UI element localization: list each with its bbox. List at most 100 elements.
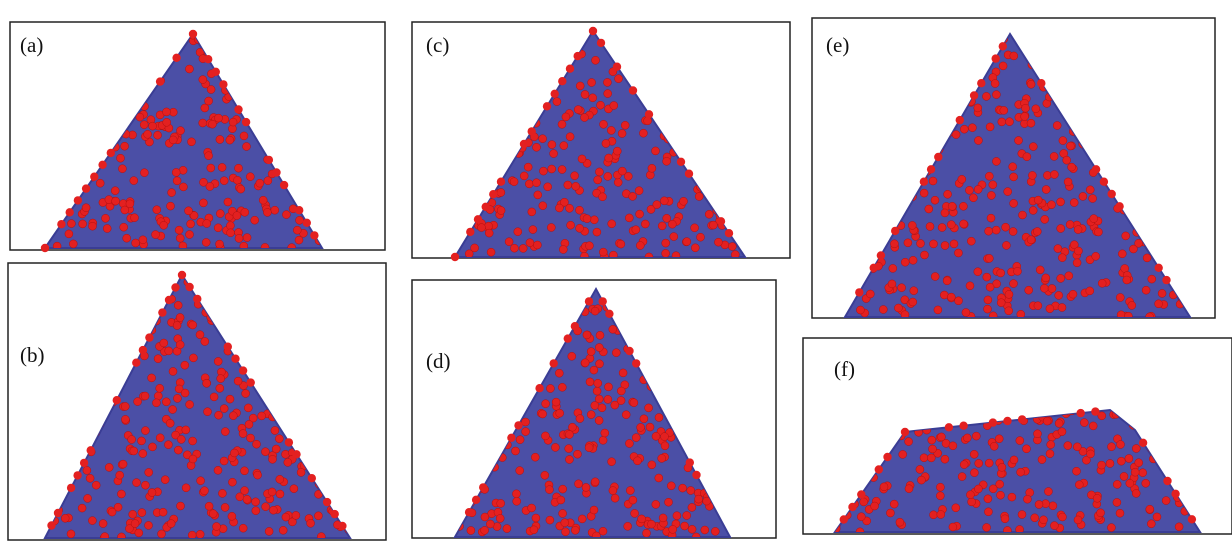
particle <box>1094 227 1103 237</box>
particle <box>1116 440 1125 449</box>
particle <box>920 250 929 260</box>
particle <box>661 249 670 257</box>
particle <box>934 152 943 162</box>
particle <box>1035 265 1045 275</box>
particle <box>241 117 251 127</box>
particle <box>700 525 710 535</box>
particle <box>275 489 285 499</box>
particle <box>586 347 596 356</box>
particle <box>1018 210 1027 220</box>
particle <box>1121 231 1130 241</box>
particle <box>848 502 857 512</box>
panel: (e) <box>811 17 1216 319</box>
particle <box>625 346 634 356</box>
particle <box>936 510 946 519</box>
particle <box>1070 240 1079 249</box>
particle <box>967 236 976 246</box>
particle <box>948 522 958 532</box>
particle <box>593 175 602 185</box>
particle <box>519 139 529 149</box>
particle <box>575 224 584 233</box>
particle <box>928 444 937 454</box>
particle <box>1009 51 1019 61</box>
particle <box>180 360 190 370</box>
particle <box>996 268 1005 278</box>
particle <box>929 510 938 520</box>
particle <box>1154 299 1163 309</box>
particle <box>612 348 621 357</box>
particle <box>260 243 270 248</box>
particle <box>928 176 938 186</box>
particle <box>209 392 219 402</box>
particle <box>988 484 998 494</box>
particle <box>898 450 907 459</box>
particle <box>275 475 285 484</box>
particle <box>900 310 910 317</box>
particle <box>152 398 161 408</box>
particle <box>1053 244 1063 253</box>
particle <box>117 532 126 538</box>
particle <box>176 501 185 511</box>
particle <box>238 366 248 375</box>
particle <box>238 429 248 438</box>
panel: (a) <box>9 21 386 253</box>
particle <box>559 141 569 150</box>
particle <box>573 51 582 61</box>
particle <box>669 232 679 241</box>
particle <box>214 113 223 123</box>
particle <box>138 449 148 458</box>
particle <box>621 410 631 419</box>
particle <box>988 311 998 317</box>
particle <box>988 180 998 189</box>
particle <box>1057 303 1067 312</box>
particle <box>557 165 567 174</box>
particle <box>687 503 697 512</box>
particle <box>137 436 146 446</box>
particle <box>694 494 703 504</box>
particle <box>1122 275 1132 285</box>
particle <box>696 232 705 242</box>
particle <box>984 226 993 236</box>
particle <box>567 352 577 361</box>
particle <box>613 178 623 187</box>
particle <box>211 67 220 77</box>
particle <box>575 205 584 215</box>
particle <box>322 497 332 507</box>
particle <box>580 252 589 257</box>
particle <box>1091 407 1100 416</box>
particle <box>986 213 996 223</box>
particle <box>658 513 668 523</box>
particle <box>1031 104 1041 114</box>
particle <box>122 233 131 243</box>
particle <box>1138 468 1147 477</box>
particle <box>1042 416 1052 426</box>
particle <box>1097 279 1107 288</box>
panel: (d) <box>411 279 777 539</box>
particle <box>965 281 975 291</box>
particle <box>967 497 976 507</box>
particle <box>1171 489 1180 498</box>
particle <box>233 176 242 185</box>
particle <box>162 397 171 407</box>
particle <box>1096 508 1105 518</box>
particle <box>219 404 229 413</box>
particle <box>133 397 142 406</box>
particle <box>131 238 140 248</box>
particle <box>1174 522 1184 532</box>
particle <box>215 384 225 393</box>
particle <box>859 497 868 507</box>
particle <box>600 428 610 438</box>
particle <box>541 399 550 408</box>
particle <box>73 471 82 480</box>
particle <box>996 490 1005 500</box>
particle <box>1028 171 1037 180</box>
particle <box>57 220 66 229</box>
particle <box>171 168 181 177</box>
particle <box>1034 500 1044 509</box>
particle <box>1003 416 1012 426</box>
particle <box>951 503 961 513</box>
particle <box>138 235 148 245</box>
particle <box>607 457 616 466</box>
panel: (c) <box>411 21 791 262</box>
particle <box>1009 199 1018 208</box>
